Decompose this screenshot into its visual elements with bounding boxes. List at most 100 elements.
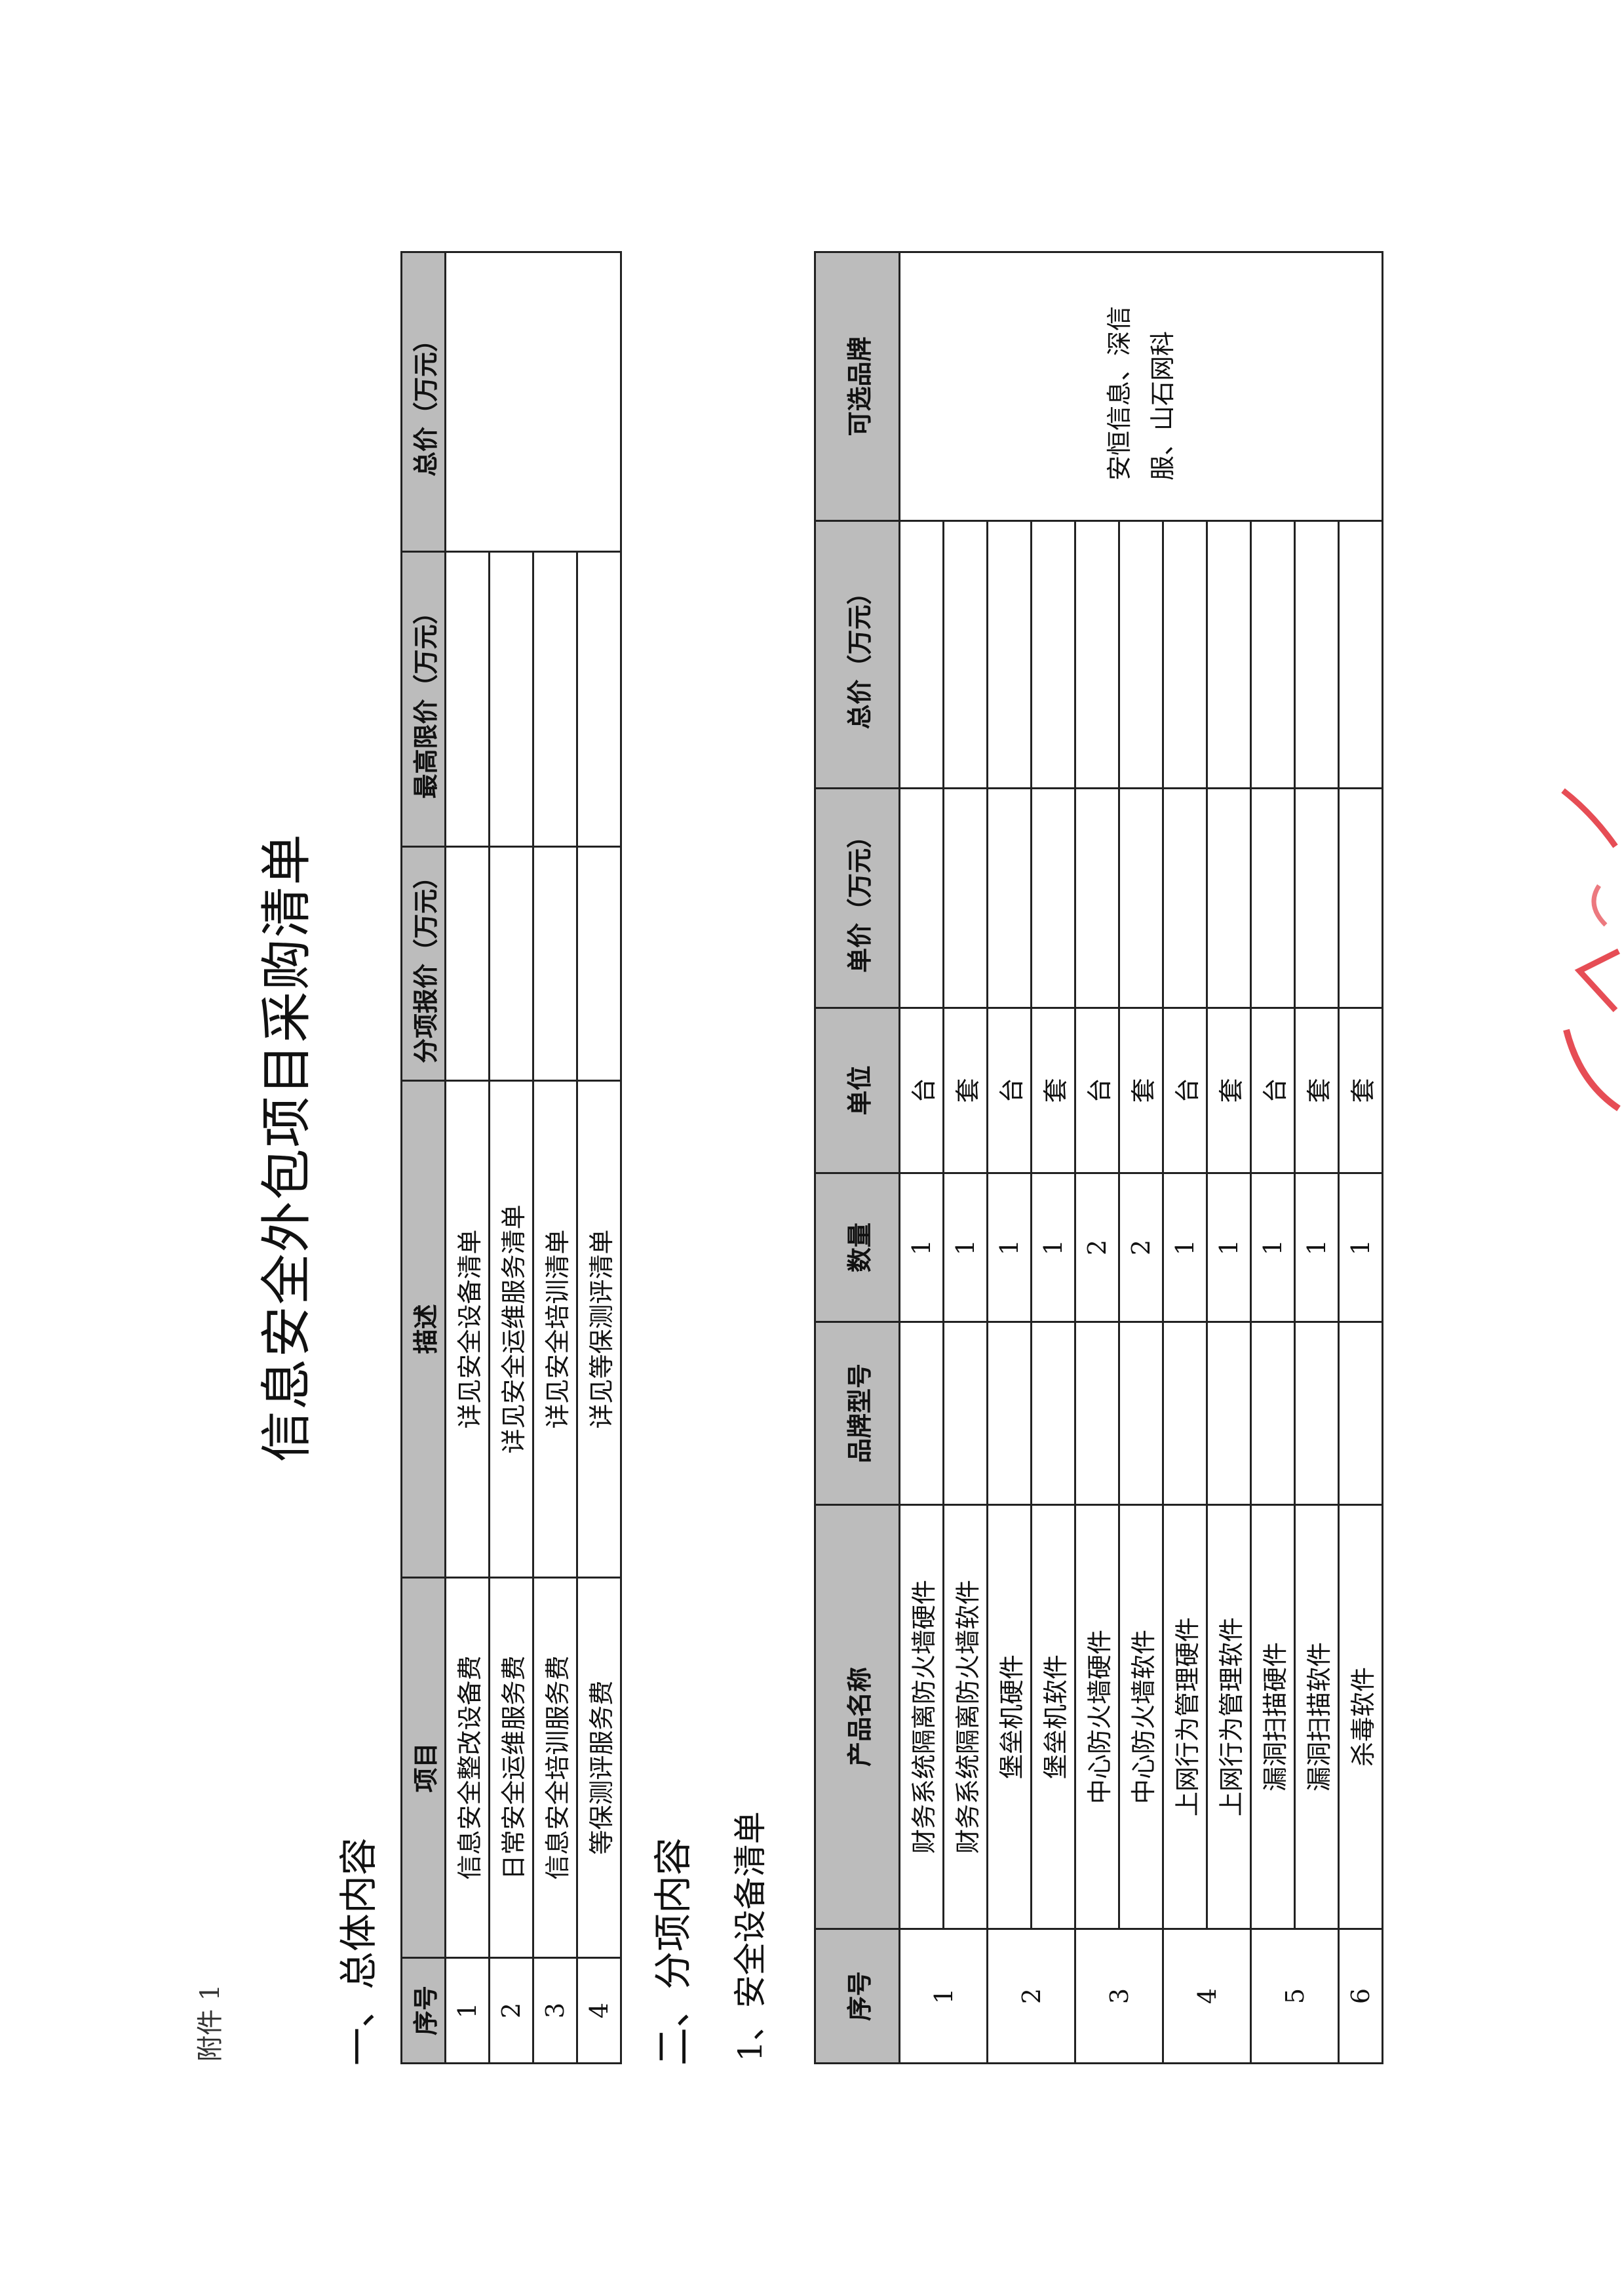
table-row: 5 漏洞扫描硬件 1 台 <box>1250 252 1339 2064</box>
brand-model-cell <box>1338 1322 1383 1505</box>
column-header: 可选品牌 <box>815 252 900 521</box>
unit-cell: 台 <box>899 1008 944 1173</box>
quantity-cell: 1 <box>1031 1173 1075 1322</box>
table-row: 1 财务系统隔离防火墙硬件 1 台安恒信息、深信服、山石网科 <box>899 252 1383 2064</box>
max-price-cell <box>489 551 533 847</box>
total-price-cell <box>1338 520 1383 789</box>
unit-cell: 台 <box>987 1008 1032 1173</box>
table-row: 4 上网行为管理硬件 1 台 <box>1163 252 1251 2064</box>
total-price-cell <box>1250 520 1295 789</box>
document-title: 信息安全外包项目采购清单 <box>258 833 317 1462</box>
item-cell: 信息安全整改设备费 <box>445 1577 490 1958</box>
table-row: 财务系统隔离防火墙软件 1 套 <box>943 252 988 2064</box>
brand-model-cell <box>1250 1322 1295 1505</box>
subitem-price-cell <box>577 846 621 1081</box>
table-header-row: 序号 项目 描述 分项报价（万元） 最高限价（万元） 总价（万元） <box>401 252 446 2064</box>
column-header: 序号 <box>815 1929 900 2064</box>
unit-cell: 套 <box>1338 1008 1383 1173</box>
description-cell: 详见安全设备清单 <box>445 1080 490 1578</box>
product-name-cell: 财务系统隔离防火墙软件 <box>943 1504 988 1929</box>
unit-cell: 台 <box>1250 1008 1295 1173</box>
subitem-price-cell <box>533 846 577 1081</box>
row-number: 2 <box>987 1929 1075 2064</box>
total-price-cell <box>445 252 621 552</box>
quantity-cell: 2 <box>1075 1173 1119 1322</box>
unit-cell: 套 <box>1294 1008 1339 1173</box>
quantity-cell: 1 <box>899 1173 944 1322</box>
row-number: 4 <box>577 1957 621 2064</box>
unit-cell: 台 <box>1075 1008 1119 1173</box>
product-name-cell: 堡垒机硬件 <box>987 1504 1032 1929</box>
table-row: 2 堡垒机硬件 1 台 <box>987 252 1075 2064</box>
column-header: 总价（万元） <box>815 520 900 789</box>
table-row: 6 杀毒软件 1 套 <box>1338 252 1383 2064</box>
item-cell: 日常安全运维服务费 <box>489 1577 533 1958</box>
unit-price-cell <box>899 788 944 1008</box>
attachment-label: 附件 1 <box>195 1984 225 2062</box>
column-header: 数量 <box>815 1173 900 1322</box>
red-stamp-fragment <box>1561 788 1621 1112</box>
column-header: 描述 <box>401 1080 446 1578</box>
item-cell: 等保测评服务费 <box>577 1577 621 1958</box>
brand-model-cell <box>1031 1322 1075 1505</box>
table-row: 3 中心防火墙硬件 2 台 <box>1075 252 1163 2064</box>
column-header: 序号 <box>401 1957 446 2064</box>
brand-model-cell <box>1119 1322 1163 1505</box>
total-price-cell <box>1207 520 1251 789</box>
description-cell: 详见安全培训清单 <box>533 1080 577 1578</box>
unit-price-cell <box>1119 788 1163 1008</box>
row-number: 5 <box>1250 1929 1339 2064</box>
unit-cell: 套 <box>1119 1008 1163 1173</box>
column-header: 分项报价（万元） <box>401 846 446 1081</box>
product-name-cell: 漏洞扫描硬件 <box>1250 1504 1295 1929</box>
row-number: 3 <box>1075 1929 1163 2064</box>
total-price-cell <box>1075 520 1119 789</box>
section-heading-overall: 一、总体内容 <box>336 1837 381 2066</box>
item-cell: 信息安全培训服务费 <box>533 1577 577 1958</box>
unit-price-cell <box>987 788 1032 1008</box>
row-number: 6 <box>1338 1929 1383 2064</box>
column-header: 最高限价（万元） <box>401 551 446 847</box>
table-row: 中心防火墙软件 2 套 <box>1119 252 1163 2064</box>
quantity-cell: 1 <box>1338 1173 1383 1322</box>
unit-price-cell <box>1294 788 1339 1008</box>
row-number: 1 <box>899 1929 988 2064</box>
unit-cell: 套 <box>943 1008 988 1173</box>
brand-model-cell <box>987 1322 1032 1505</box>
unit-price-cell <box>1338 788 1383 1008</box>
unit-price-cell <box>1075 788 1119 1008</box>
max-price-cell <box>445 551 490 847</box>
brand-model-cell <box>899 1322 944 1505</box>
quantity-cell: 1 <box>987 1173 1032 1322</box>
product-name-cell: 上网行为管理硬件 <box>1163 1504 1207 1929</box>
column-header: 品牌型号 <box>815 1322 900 1505</box>
quantity-cell: 1 <box>1207 1173 1251 1322</box>
column-header: 单位 <box>815 1008 900 1173</box>
table-row: 堡垒机软件 1 套 <box>1031 252 1075 2064</box>
total-price-cell <box>1163 520 1207 789</box>
unit-price-cell <box>1031 788 1075 1008</box>
column-header: 单价（万元） <box>815 788 900 1008</box>
brand-model-cell <box>1075 1322 1119 1505</box>
quantity-cell: 1 <box>1250 1173 1295 1322</box>
table-header-row: 序号 产品名称 品牌型号 数量 单位 单价（万元） 总价（万元） 可选品牌 <box>815 252 900 2064</box>
overall-table: 序号 项目 描述 分项报价（万元） 最高限价（万元） 总价（万元） 1 信息安全整改设备费 详见… <box>400 251 622 2064</box>
column-header: 项目 <box>401 1577 446 1958</box>
column-header: 总价（万元） <box>401 252 446 552</box>
unit-cell: 套 <box>1207 1008 1251 1173</box>
max-price-cell <box>577 551 621 847</box>
subitem-price-cell <box>489 846 533 1081</box>
description-cell: 详见安全运维服务清单 <box>489 1080 533 1578</box>
security-equipment-table: 序号 产品名称 品牌型号 数量 单位 单价（万元） 总价（万元） 可选品牌 1 财务系统隔离防火墙… <box>814 251 1383 2064</box>
quantity-cell: 1 <box>1163 1173 1207 1322</box>
table-row: 1 信息安全整改设备费 详见安全设备清单 <box>445 252 621 2064</box>
total-price-cell <box>1031 520 1075 789</box>
brand-model-cell <box>1294 1322 1339 1505</box>
total-price-cell <box>943 520 988 789</box>
unit-price-cell <box>1207 788 1251 1008</box>
total-price-cell <box>987 520 1032 789</box>
product-name-cell: 上网行为管理软件 <box>1207 1504 1251 1929</box>
brand-model-cell <box>1163 1322 1207 1505</box>
row-number: 1 <box>445 1957 490 2064</box>
